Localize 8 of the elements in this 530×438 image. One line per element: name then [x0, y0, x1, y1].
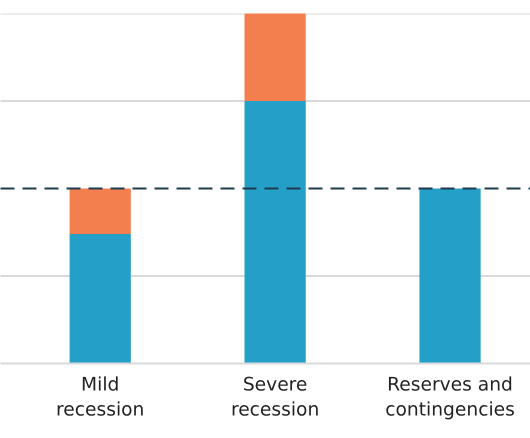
x-tick-label: Reserves and contingencies — [385, 374, 515, 421]
x-tick-label: Mild recession — [56, 374, 144, 421]
bar — [70, 188, 131, 234]
x-tick-label: Severe recession — [230, 374, 320, 421]
bar — [419, 188, 481, 364]
bar — [70, 234, 131, 364]
bar — [244, 14, 306, 101]
bar — [244, 101, 306, 364]
